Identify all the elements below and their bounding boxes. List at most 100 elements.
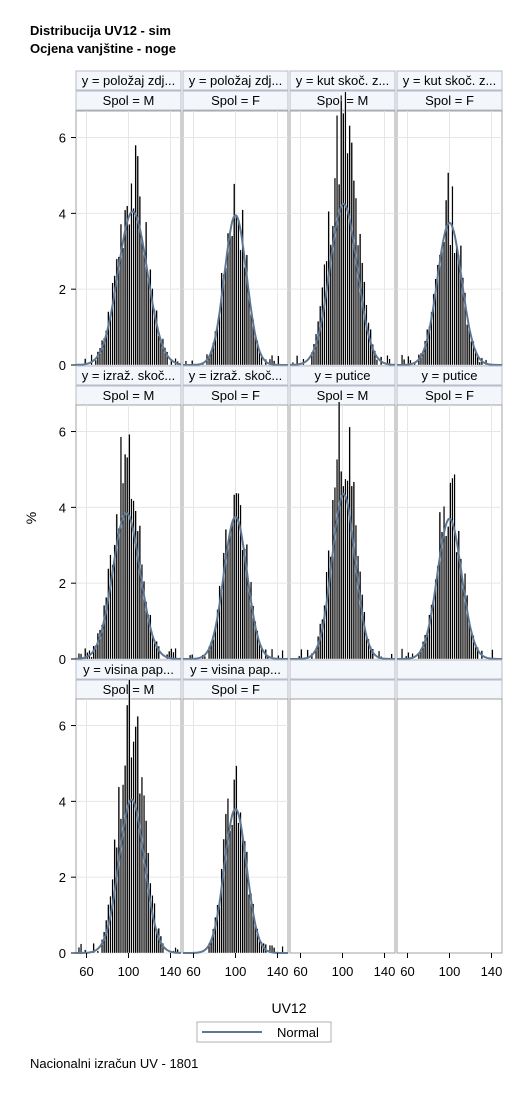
histogram-bar — [117, 256, 120, 366]
histogram-bar — [459, 245, 462, 366]
panel-trait-label: y = izraž. skoč... — [189, 368, 283, 383]
histogram-bar — [216, 904, 219, 954]
panel-header-sex — [182, 90, 289, 111]
histogram-bar — [338, 401, 341, 660]
histogram-bar — [237, 822, 240, 954]
panel-trait-label: y = kut skoč. z... — [296, 73, 390, 88]
histogram-bar — [147, 852, 150, 954]
x-tick-label: 140 — [481, 964, 503, 979]
histogram-bar — [218, 585, 221, 660]
histogram-bar — [113, 275, 116, 366]
histogram-bar — [105, 330, 108, 366]
histogram-bar — [249, 313, 253, 366]
histogram-bar — [136, 155, 139, 366]
y-tick-label: 4 — [59, 206, 66, 221]
panel-trait-label: y = položaj zdj... — [189, 73, 283, 88]
histogram-bar — [464, 573, 467, 660]
histogram-bar — [340, 471, 343, 660]
histogram-bar — [350, 142, 353, 366]
panel-trait-label: y = putice — [314, 368, 370, 383]
x-tick-label: 100 — [332, 964, 354, 979]
histogram-bar — [357, 244, 360, 366]
histogram-bar — [306, 649, 309, 660]
histogram-bar — [212, 928, 215, 954]
histogram-bar — [319, 305, 322, 366]
histogram-bar — [111, 564, 114, 660]
histogram-bar — [231, 523, 234, 660]
histogram-bar — [140, 776, 144, 954]
y-tick-label: 2 — [59, 576, 66, 591]
histogram-bar — [447, 526, 450, 660]
y-tick-label: 0 — [59, 358, 66, 373]
panel-trait-label: y = položaj zdj... — [82, 73, 176, 88]
x-tick-label: 60 — [400, 964, 414, 979]
normal-curve — [183, 214, 288, 366]
histogram-bar — [84, 648, 87, 660]
histogram-bar — [312, 343, 316, 366]
histogram-bar — [163, 347, 167, 366]
histogram-bar — [128, 434, 131, 660]
histogram-bar — [220, 868, 223, 954]
histogram-bar — [130, 183, 133, 366]
x-tick-label: 140 — [160, 964, 182, 979]
histogram-bar — [228, 232, 232, 366]
histogram-bar — [174, 647, 177, 660]
histogram-bar — [233, 494, 236, 660]
y-tick-label: 4 — [59, 794, 66, 809]
histogram-bar — [130, 757, 133, 954]
histogram-bar — [239, 504, 242, 660]
histogram-bar — [132, 741, 135, 954]
histogram-bar — [233, 779, 236, 954]
histogram-bar — [226, 544, 230, 660]
histogram-bar — [124, 453, 127, 660]
histogram-bar — [336, 115, 339, 366]
panel-sex-label: Spol = M — [317, 93, 369, 108]
histogram-bar — [140, 236, 144, 366]
histogram-bar — [149, 882, 152, 954]
footnote: Nacionalni izračun UV - 1801 — [30, 1056, 199, 1071]
panel-sex-label: Spol = F — [211, 93, 260, 108]
histogram-bar — [451, 477, 454, 660]
histogram-bar — [245, 851, 248, 954]
histogram-bar — [466, 324, 469, 366]
histogram-bar — [342, 485, 345, 660]
histogram-bar — [92, 943, 95, 954]
histogram-bar — [346, 480, 349, 660]
histogram-bar — [117, 528, 120, 660]
panel-header-sex — [75, 90, 182, 111]
histogram-bar — [440, 531, 444, 660]
histogram-bar — [121, 784, 125, 954]
histogram-bar — [111, 878, 114, 954]
histogram-bar — [119, 223, 122, 366]
chart-title: Distribucija UV12 - sim — [30, 23, 171, 38]
histogram-bar — [235, 492, 238, 660]
histogram-bar — [226, 232, 230, 366]
panel-sex-label: Spol = M — [103, 388, 155, 403]
histogram-bar — [440, 246, 444, 366]
histogram-bar — [224, 267, 227, 366]
histogram-bar — [363, 611, 366, 660]
histogram-bar — [443, 506, 446, 660]
histogram-bar — [149, 614, 152, 660]
histogram-bar — [325, 571, 328, 660]
histogram-bar — [128, 679, 131, 954]
panel-header-trait — [396, 659, 503, 680]
histogram-bar — [327, 550, 330, 660]
histogram-bar — [432, 601, 435, 660]
histogram-bar — [491, 649, 494, 660]
panel-header-trait — [289, 70, 396, 91]
histogram-bar — [103, 337, 106, 366]
histogram-bar — [115, 513, 118, 660]
histogram-bar — [109, 554, 112, 660]
histogram-bar — [461, 587, 465, 660]
histogram-bar — [340, 99, 343, 366]
x-tick-label: 100 — [225, 964, 247, 979]
histogram-bar — [361, 594, 364, 660]
histogram-bar — [138, 525, 141, 660]
histogram-bar — [145, 601, 148, 660]
histogram-bar — [401, 354, 404, 366]
histogram-bar — [124, 209, 127, 366]
panel-header-trait — [289, 365, 396, 386]
histogram-bar — [445, 199, 448, 366]
